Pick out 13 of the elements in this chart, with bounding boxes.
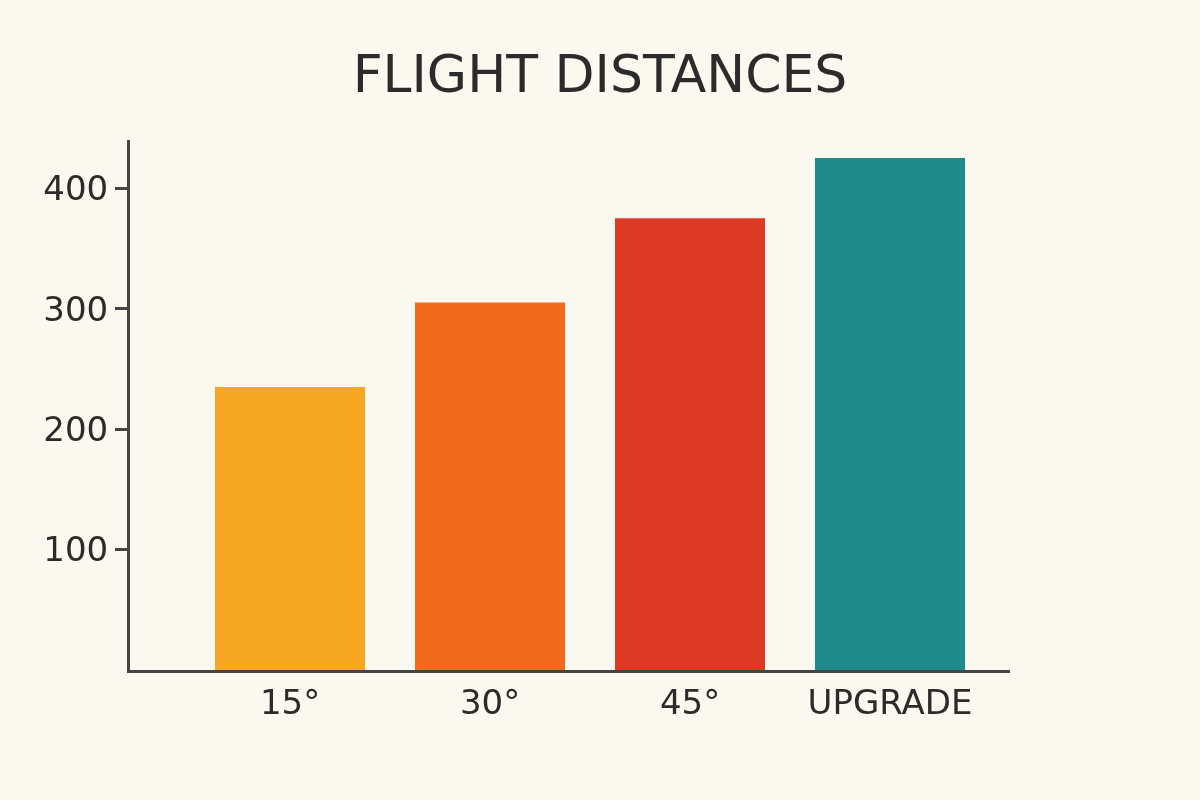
bar xyxy=(215,386,365,670)
y-tick-label: 300 xyxy=(43,288,109,329)
bar xyxy=(815,158,965,670)
y-tick-label: 100 xyxy=(43,529,109,570)
y-tick-label: 400 xyxy=(43,168,109,209)
x-tick-label: 15° xyxy=(259,681,321,722)
y-tick-label: 200 xyxy=(43,408,109,449)
bar xyxy=(615,218,765,670)
bar xyxy=(415,302,565,670)
x-tick-label: UPGRADE xyxy=(807,681,973,722)
x-tick-label: 45° xyxy=(659,681,721,722)
chart-title: FLIGHT DISTANCES xyxy=(352,44,848,105)
x-tick-label: 30° xyxy=(459,681,521,722)
